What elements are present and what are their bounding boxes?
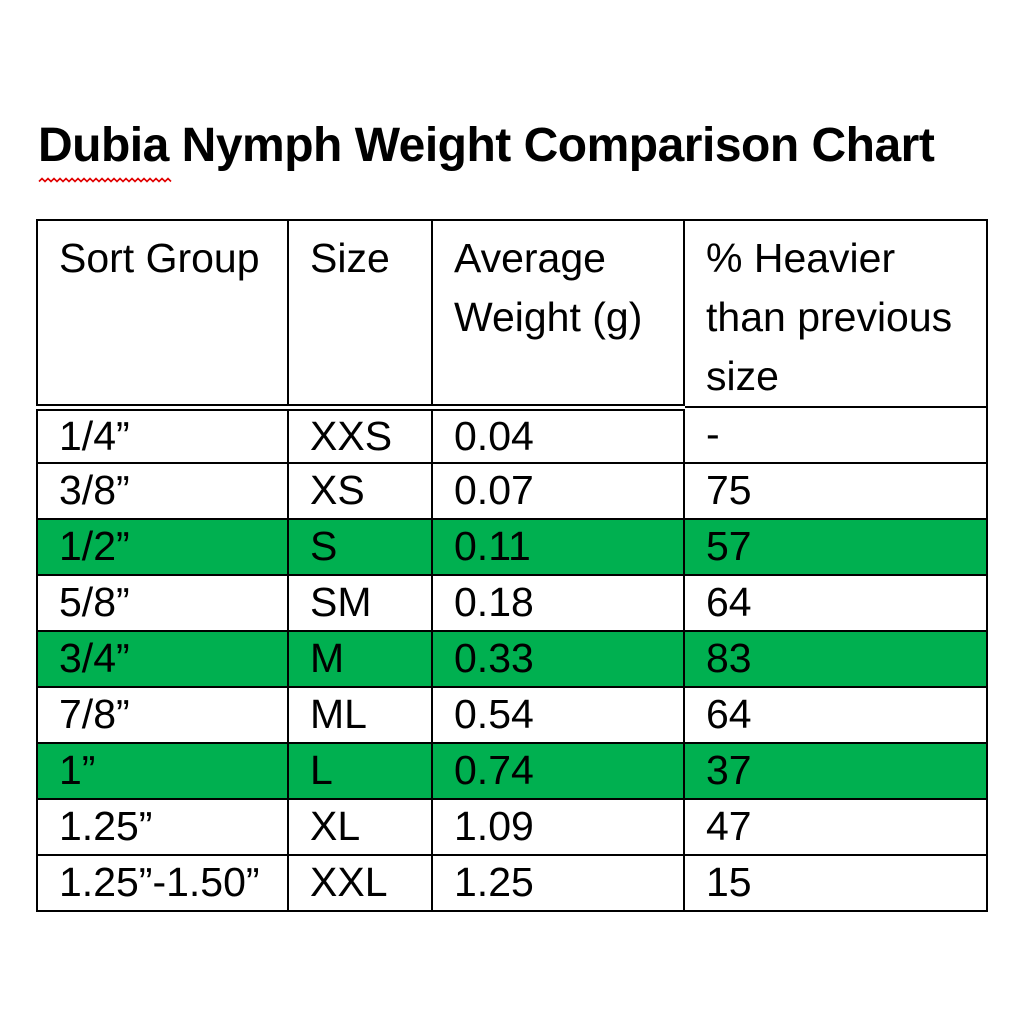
title-misspelled-word: Dubia [38,118,172,183]
page-title: Dubia Nymph Weight Comparison Chart [38,118,935,183]
cell-pct-heavier: 47 [683,798,988,856]
cell-size: XL [287,798,433,856]
cell-avg-weight: 0.07 [431,462,685,520]
cell-sort-group: 1/4” [36,406,289,464]
cell-size: M [287,630,433,688]
cell-avg-weight: 0.54 [431,686,685,744]
cell-pct-heavier: - [683,406,988,464]
cell-pct-heavier: 75 [683,462,988,520]
cell-sort-group: 5/8” [36,574,289,632]
cell-pct-heavier: 37 [683,742,988,800]
table-row: 1.25”-1.50” XXL 1.25 15 [36,854,988,912]
table-row: 7/8” ML 0.54 64 [36,686,988,744]
table-row: 3/8” XS 0.07 75 [36,462,988,520]
table-row: 1/2” S 0.11 57 [36,518,988,576]
cell-avg-weight: 0.11 [431,518,685,576]
cell-avg-weight: 0.74 [431,742,685,800]
cell-avg-weight: 0.18 [431,574,685,632]
cell-sort-group: 7/8” [36,686,289,744]
table-row: 1.25” XL 1.09 47 [36,798,988,856]
cell-avg-weight: 1.25 [431,854,685,912]
cell-sort-group: 1” [36,742,289,800]
cell-pct-heavier: 83 [683,630,988,688]
cell-avg-weight: 0.33 [431,630,685,688]
table-row: 3/4” M 0.33 83 [36,630,988,688]
table-row: 1/4” XXS 0.04 - [36,406,988,464]
cell-size: XXL [287,854,433,912]
weight-comparison-table: Sort Group Size Average Weight (g) % Hea… [36,219,988,912]
cell-size: SM [287,574,433,632]
header-row: Sort Group Size Average Weight (g) % Hea… [36,219,988,411]
column-header-pct-heavier: % Heavier than previous size [683,219,988,408]
table-row: 1” L 0.74 37 [36,742,988,800]
cell-sort-group: 3/4” [36,630,289,688]
cell-sort-group: 1.25” [36,798,289,856]
column-header-sort-group: Sort Group [36,219,289,411]
cell-pct-heavier: 15 [683,854,988,912]
cell-size: XS [287,462,433,520]
cell-size: ML [287,686,433,744]
cell-size: XXS [287,406,433,464]
spellcheck-squiggle-icon [38,177,172,183]
cell-pct-heavier: 64 [683,574,988,632]
cell-sort-group: 1.25”-1.50” [36,854,289,912]
table-body: 1/4” XXS 0.04 - 3/8” XS 0.07 75 1/2” S 0… [36,406,988,912]
cell-pct-heavier: 64 [683,686,988,744]
cell-sort-group: 3/8” [36,462,289,520]
table-row: 5/8” SM 0.18 64 [36,574,988,632]
cell-avg-weight: 0.04 [431,406,685,464]
title-word-text: Dubia [38,119,169,172]
column-header-size: Size [287,219,433,411]
cell-pct-heavier: 57 [683,518,988,576]
cell-size: L [287,742,433,800]
table-header: Sort Group Size Average Weight (g) % Hea… [36,219,988,411]
column-header-average-weight: Average Weight (g) [431,219,685,411]
cell-size: S [287,518,433,576]
cell-sort-group: 1/2” [36,518,289,576]
cell-avg-weight: 1.09 [431,798,685,856]
title-rest-text: Nymph Weight Comparison Chart [168,119,935,172]
